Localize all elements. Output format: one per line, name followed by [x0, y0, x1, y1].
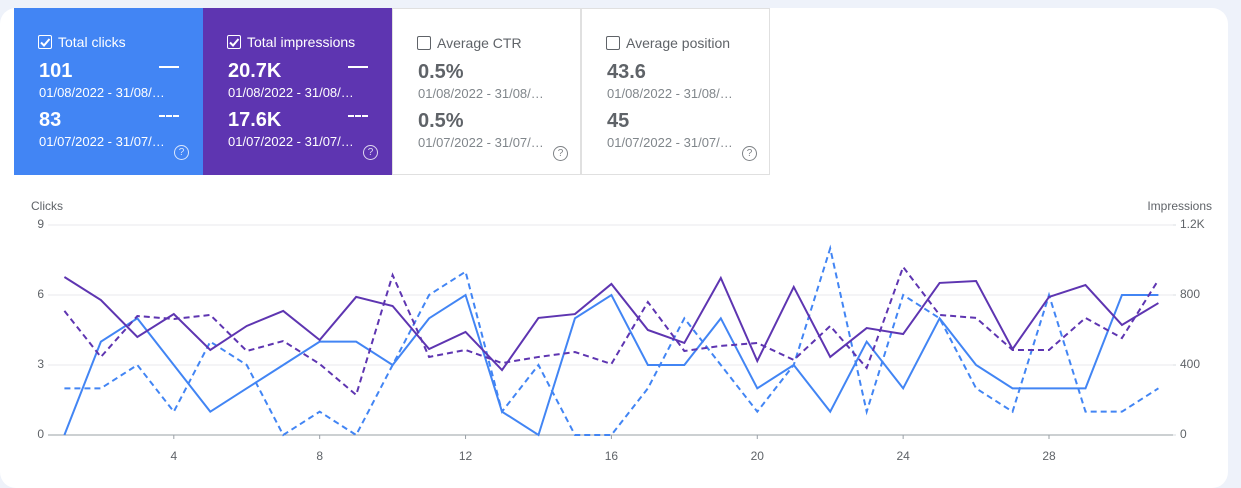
- y2-tick-label: 0: [1180, 427, 1187, 441]
- legend-dashed: [159, 115, 179, 117]
- y2-axis-title: Impressions: [1147, 199, 1212, 213]
- y-tick-label: 6: [37, 287, 44, 301]
- x-tick-label: 12: [459, 449, 473, 463]
- metric-toggle[interactable]: Total clicks: [38, 34, 126, 50]
- metric-value: 101: [39, 60, 73, 82]
- check-mark: [40, 38, 51, 47]
- metric-prev-date: 01/07/2022 - 31/07/…: [607, 135, 733, 150]
- series-line: [64, 244, 1159, 437]
- metric-date: 01/08/2022 - 31/08/…: [607, 86, 733, 101]
- metric-value: 20.7K: [228, 60, 282, 82]
- metric-label: Total impressions: [247, 34, 356, 50]
- x-tick-label: 24: [896, 449, 910, 463]
- y-axis-title: Clicks: [31, 199, 63, 213]
- metric-date: 01/08/2022 - 31/08/…: [418, 86, 544, 101]
- legend-solid: [159, 66, 179, 68]
- metric-label: Total clicks: [58, 34, 126, 50]
- metric-prev-value: 83: [39, 109, 62, 131]
- checkbox[interactable]: [227, 35, 241, 49]
- y2-tick-label: 400: [1180, 357, 1200, 371]
- series-line: [63, 293, 1159, 437]
- x-tick-label: 28: [1042, 449, 1056, 463]
- metric-prev-value: 0.5%: [418, 110, 464, 132]
- metric-label: Average position: [626, 35, 731, 51]
- checkbox[interactable]: [38, 35, 52, 49]
- checkbox[interactable]: [417, 36, 431, 50]
- metric-prev-date: 01/07/2022 - 31/07/…: [39, 134, 165, 149]
- help-icon[interactable]: ?: [363, 145, 378, 160]
- metric-label: Average CTR: [437, 35, 522, 51]
- metric-prev-date: 01/07/2022 - 31/07/…: [418, 135, 544, 150]
- x-tick-label: 16: [605, 449, 619, 463]
- metric-toggle[interactable]: Total impressions: [227, 34, 355, 50]
- metric-card[interactable]: Average position 43.6 01/08/2022 - 31/08/……: [581, 8, 770, 175]
- help-icon[interactable]: ?: [742, 146, 757, 161]
- x-tick-label: 8: [316, 449, 323, 463]
- y-tick-label: 3: [37, 357, 44, 371]
- metric-date: 01/08/2022 - 31/08/…: [228, 85, 354, 100]
- y2-tick-label: 800: [1180, 287, 1200, 301]
- series-line: [63, 275, 1159, 372]
- metric-card[interactable]: Total clicks 101 01/08/2022 - 31/08/… 83 01/…: [14, 8, 203, 175]
- help-icon[interactable]: ?: [174, 145, 189, 160]
- check-mark: [229, 38, 240, 47]
- metric-prev-date: 01/07/2022 - 31/07/…: [228, 134, 354, 149]
- metric-date: 01/08/2022 - 31/08/…: [39, 85, 165, 100]
- y2-tick-label: 1.2K: [1180, 217, 1205, 231]
- metric-prev-value: 17.6K: [228, 109, 282, 131]
- y-tick-label: 0: [37, 427, 44, 441]
- y-tick-label: 9: [37, 217, 44, 231]
- help-icon[interactable]: ?: [553, 146, 568, 161]
- metric-value: 0.5%: [418, 61, 464, 83]
- metric-card[interactable]: Average CTR 0.5% 01/08/2022 - 31/08/… 0.5% 0…: [392, 8, 581, 175]
- metric-toggle[interactable]: Average CTR: [417, 35, 522, 51]
- metric-toggle[interactable]: Average position: [606, 35, 730, 51]
- metric-card[interactable]: Total impressions 20.7K 01/08/2022 - 31/08…: [203, 8, 392, 175]
- legend-dashed: [348, 115, 368, 117]
- metric-value: 43.6: [607, 61, 646, 83]
- x-tick-label: 4: [170, 449, 177, 463]
- metric-prev-value: 45: [607, 110, 630, 132]
- x-tick-label: 20: [751, 449, 765, 463]
- checkbox[interactable]: [606, 36, 620, 50]
- legend-solid: [348, 66, 368, 68]
